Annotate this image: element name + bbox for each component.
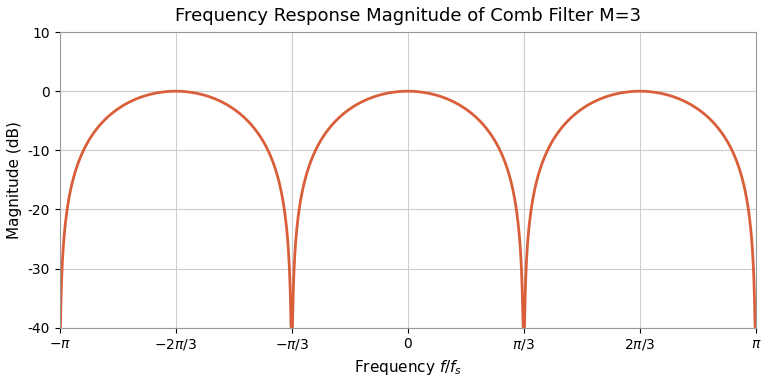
Title: Frequency Response Magnitude of Comb Filter M=3: Frequency Response Magnitude of Comb Fil… [174,7,641,25]
Y-axis label: Magnitude (dB): Magnitude (dB) [7,121,22,239]
X-axis label: Frequency $f/f_s$: Frequency $f/f_s$ [353,358,462,377]
